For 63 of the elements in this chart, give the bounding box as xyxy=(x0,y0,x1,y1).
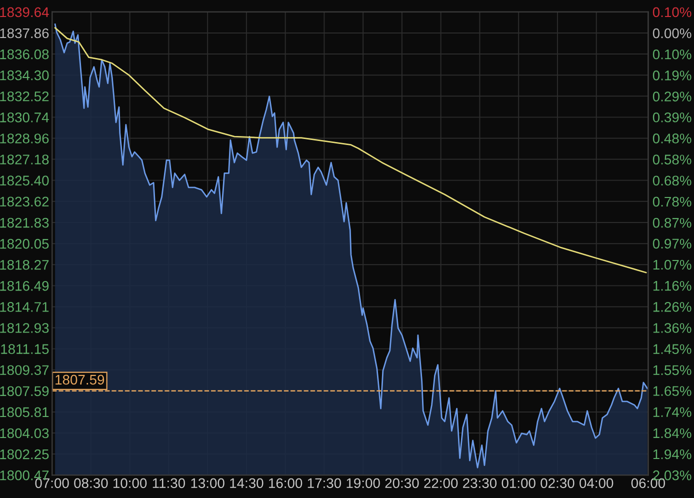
y2-tick-label: 0.78% xyxy=(652,196,692,207)
y-tick-label: 1800.47 xyxy=(0,470,49,480)
y2-tick-label: 0.58% xyxy=(652,154,692,164)
x-tick-label: 19:00 xyxy=(346,478,380,488)
y-tick-label: 1825.40 xyxy=(0,176,49,186)
y2-tick-label: 0.97% xyxy=(652,238,692,249)
y-tick-label: 1823.62 xyxy=(0,196,49,207)
x-tick-label: 20:30 xyxy=(385,478,419,488)
y-tick-label: 1837.86 xyxy=(0,28,49,38)
x-tick-label: 16:00 xyxy=(269,478,302,488)
x-tick-label: 23:30 xyxy=(463,478,497,488)
y-tick-label: 1812.93 xyxy=(0,323,49,333)
y-tick-label: 1830.74 xyxy=(0,112,49,122)
y-tick-label: 1811.15 xyxy=(1,344,49,354)
y2-tick-label: 1.36% xyxy=(653,323,692,333)
y2-tick-label: 1.94% xyxy=(653,449,692,460)
x-tick-label: 06:00 xyxy=(631,478,666,488)
x-tick-label: 17:30 xyxy=(308,478,342,488)
y2-tick-label: 0.29% xyxy=(652,92,692,102)
y-tick-label: 1839.64 xyxy=(0,7,49,18)
ref-line-label: 1807.59 xyxy=(56,374,104,385)
y2-tick-label: 0.48% xyxy=(652,134,692,144)
x-tick-label: 14:30 xyxy=(230,478,264,488)
y2-tick-label: 1.74% xyxy=(653,407,692,417)
y2-tick-label: 2.03% xyxy=(653,470,692,480)
y-tick-label: 1802.25 xyxy=(0,449,49,460)
y-tick-label: 1820.05 xyxy=(0,238,49,249)
y2-tick-label: 1.26% xyxy=(653,302,692,312)
y2-tick-label: 1.07% xyxy=(653,260,692,270)
y2-tick-label: 1.55% xyxy=(653,365,692,376)
y-tick-label: 1832.52 xyxy=(0,91,49,102)
y2-tick-label: 0.87% xyxy=(652,218,692,228)
y-tick-label: 1836.08 xyxy=(0,49,49,60)
y2-tick-label: 0.10% xyxy=(652,7,692,18)
y2-tick-label: 1.45% xyxy=(653,344,692,354)
y2-tick-label: 0.10% xyxy=(652,49,692,60)
x-tick-label: 04:00 xyxy=(580,478,614,488)
x-tick-label: 10:00 xyxy=(113,478,147,488)
x-tick-label: 11:30 xyxy=(152,478,186,488)
y-tick-label: 1827.18 xyxy=(0,154,49,164)
x-tick-label: 02:30 xyxy=(540,478,574,488)
y2-tick-label: 0.68% xyxy=(652,176,692,186)
x-tick-label: 13:00 xyxy=(191,478,224,488)
y-tick-label: 1816.49 xyxy=(0,281,49,291)
y-tick-label: 1828.96 xyxy=(0,134,49,144)
y-tick-label: 1805.81 xyxy=(0,407,49,418)
y2-tick-label: 1.16% xyxy=(653,280,692,291)
y-tick-label: 1804.03 xyxy=(0,428,49,438)
y-tick-label: 1821.83 xyxy=(0,218,49,228)
y2-tick-label: 0.39% xyxy=(652,112,692,122)
y2-tick-label: 0.00% xyxy=(652,28,692,38)
x-tick-label: 08:30 xyxy=(74,478,108,488)
x-tick-label: 07:00 xyxy=(35,478,69,488)
y2-tick-label: 0.19% xyxy=(652,70,692,80)
x-tick-label: 01:00 xyxy=(502,478,536,488)
y-tick-label: 1814.71 xyxy=(0,302,49,312)
y-tick-label: 1818.27 xyxy=(0,260,49,270)
y-tick-label: 1834.30 xyxy=(0,70,49,80)
y-tick-label: 1809.37 xyxy=(0,365,49,376)
x-tick-label: 22:00 xyxy=(424,478,458,488)
y-tick-label: 1807.59 xyxy=(0,386,49,396)
y2-tick-label: 1.84% xyxy=(653,428,692,438)
y2-tick-label: 1.65% xyxy=(653,386,692,396)
